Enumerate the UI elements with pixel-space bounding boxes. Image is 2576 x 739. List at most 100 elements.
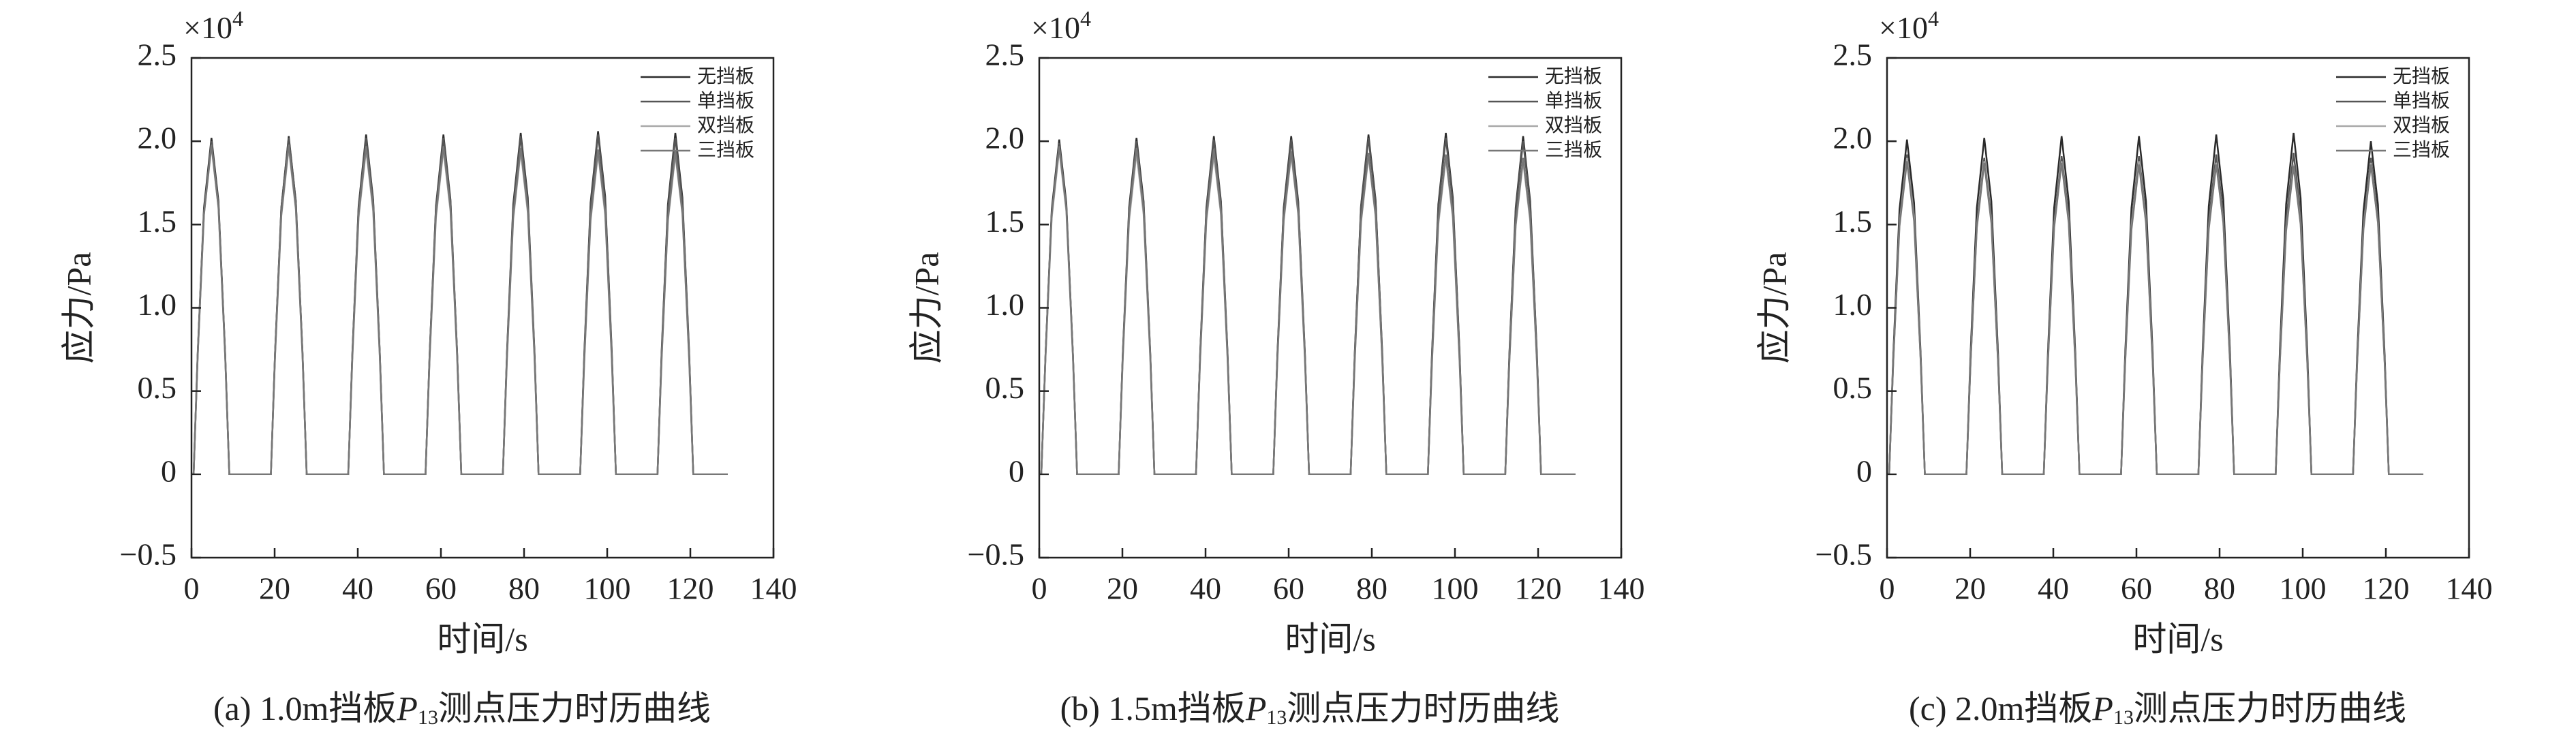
legend-label: 双挡板 [2393,114,2450,136]
caption: (c) 2.0m挡板P13测点压力时历曲线 [1909,689,2406,728]
series-line [192,134,728,476]
caption: (b) 1.5m挡板P13测点压力时历曲线 [1060,689,1560,728]
y-tick-label: 2.5 [138,37,177,72]
caption-subscript: 13 [418,706,438,729]
legend-label: 无挡板 [697,65,754,87]
y-tick-label: 1.0 [1833,287,1873,322]
y-tick-label: 1.5 [1833,204,1873,239]
caption-text: (b) 1.5m挡板 [1060,689,1246,727]
x-tick-label: 60 [425,571,457,606]
y-tick-label: 0.5 [138,370,177,405]
y-tick-label: 0.5 [985,370,1025,405]
y-tick-label: 2.5 [1833,37,1873,72]
caption-text: (a) 1.0m挡板 [213,689,397,727]
series-line [1888,161,2423,476]
y-tick-label: 0 [161,453,177,488]
series-line [192,146,728,476]
y-axis-label: 应力/Pa [59,252,97,364]
caption-text: 测点压力时历曲线 [438,689,711,727]
x-tick-label: 120 [667,571,714,606]
x-axis-label: 时间/s [1285,620,1375,658]
y-tick-label: 1.0 [985,287,1025,322]
y-tick-label: 2.0 [1833,121,1873,155]
y-tick-label: 1.5 [138,204,177,239]
legend-label: 单挡板 [697,89,754,112]
caption-subscript: 13 [2113,706,2134,729]
caption-variable: P [2091,689,2113,727]
x-tick-label: 40 [2038,571,2069,606]
legend-label: 双挡板 [697,114,754,136]
multiplier-exponent: 4 [1080,6,1091,31]
multiplier-base: ×10 [183,10,232,45]
multiplier-base: ×10 [1031,10,1080,45]
y-tick-label: 2.0 [985,121,1025,155]
y-multiplier: ×104 [183,6,243,44]
caption-variable: P [1245,689,1267,727]
caption-variable: P [396,689,418,727]
x-tick-label: 40 [342,571,373,606]
caption: (a) 1.0m挡板P13测点压力时历曲线 [213,689,711,728]
y-tick-label: −0.5 [1815,537,1872,572]
series-line [1888,153,2423,476]
x-tick-label: 100 [1432,571,1479,606]
legend-label: 双挡板 [1545,114,1602,136]
series-line [1040,138,1576,476]
x-tick-label: 80 [508,571,540,606]
x-tick-label: 0 [1880,571,1895,606]
legend-label: 无挡板 [2393,65,2450,87]
x-tick-label: 20 [1107,571,1138,606]
series-line [1040,146,1576,476]
y-tick-label: 0 [1009,453,1024,488]
caption-text: 测点压力时历曲线 [2134,689,2406,727]
legend-label: 三挡板 [1545,138,1602,161]
y-tick-label: 2.5 [985,37,1025,72]
x-tick-label: 20 [1954,571,1986,606]
x-tick-label: 120 [1515,571,1562,606]
multiplier-base: ×10 [1879,10,1928,45]
multiplier-exponent: 4 [232,6,243,31]
y-tick-label: 0 [1856,453,1872,488]
series-line [192,144,728,476]
x-tick-label: 40 [1190,571,1221,606]
y-tick-label: 0.5 [1833,370,1873,405]
x-tick-label: 80 [2204,571,2235,606]
x-tick-label: 100 [2280,571,2327,606]
x-tick-label: 140 [2446,571,2493,606]
series-line [1040,132,1576,476]
legend-label: 单挡板 [1545,89,1602,112]
x-tick-label: 0 [1032,571,1047,606]
y-tick-label: 2.0 [138,121,177,155]
y-axis-label: 应力/Pa [907,252,945,364]
legend-label: 三挡板 [697,138,754,161]
caption-text: 测点压力时历曲线 [1287,689,1559,727]
y-axis-label: 应力/Pa [1755,252,1793,364]
x-axis-label: 时间/s [437,620,527,658]
x-tick-label: 20 [259,571,290,606]
x-tick-label: 60 [1273,571,1304,606]
series-line [192,131,728,476]
x-tick-label: 140 [750,571,797,606]
caption-subscript: 13 [1266,706,1287,729]
x-tick-label: 60 [2121,571,2152,606]
y-tick-label: 1.0 [138,287,177,322]
legend-label: 三挡板 [2393,138,2450,161]
x-tick-label: 80 [1356,571,1387,606]
series-line [1888,132,2423,476]
series-line [1888,157,2423,476]
y-tick-label: −0.5 [120,537,177,572]
legend-label: 单挡板 [2393,89,2450,112]
x-tick-label: 120 [2363,571,2410,606]
y-multiplier: ×104 [1879,6,1939,44]
series-line [1040,149,1576,476]
x-tick-label: 140 [1598,571,1645,606]
legend-label: 无挡板 [1545,65,1602,87]
x-tick-label: 0 [184,571,200,606]
caption-text: (c) 2.0m挡板 [1909,689,2092,727]
y-tick-label: −0.5 [968,537,1024,572]
y-multiplier: ×104 [1031,6,1091,44]
y-tick-label: 1.5 [985,204,1025,239]
x-axis-label: 时间/s [2132,620,2223,658]
multiplier-exponent: 4 [1928,6,1939,31]
x-tick-label: 100 [584,571,631,606]
